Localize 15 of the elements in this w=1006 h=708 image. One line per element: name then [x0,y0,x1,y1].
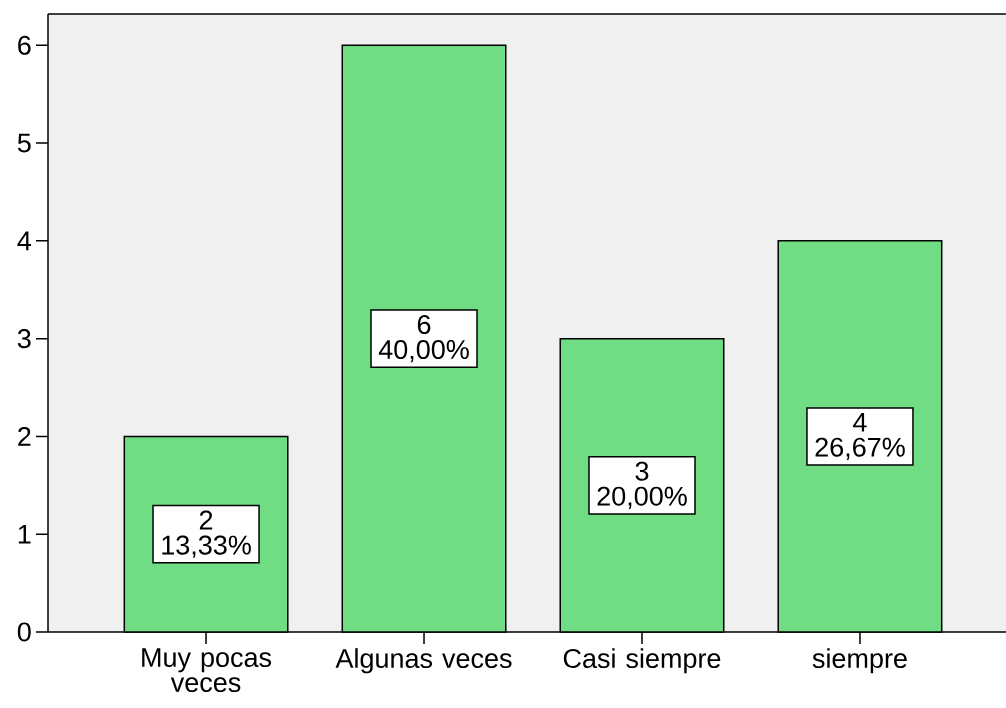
x-tick-label: siempre [812,648,907,674]
y-tick-label: 6 [18,35,31,55]
y-tick-label: 5 [17,133,31,153]
y-tick-label: 2 [18,426,31,446]
y-tick-label: 3 [17,329,31,349]
x-tick-label: Muy pocas veces [142,648,272,693]
x-tick-label: Algunas veces [335,648,512,674]
y-tick-label: 4 [17,231,32,251]
data-label: 4 26,67% [815,412,905,460]
data-label: 6 40,00% [378,314,469,363]
data-label: 2 13,33% [162,510,251,558]
y-tick-label: 1 [18,524,31,544]
data-label: 3 20,00% [597,461,687,509]
y-tick-label: 0 [17,622,31,642]
x-tick-label: Casi siempre [563,648,721,674]
